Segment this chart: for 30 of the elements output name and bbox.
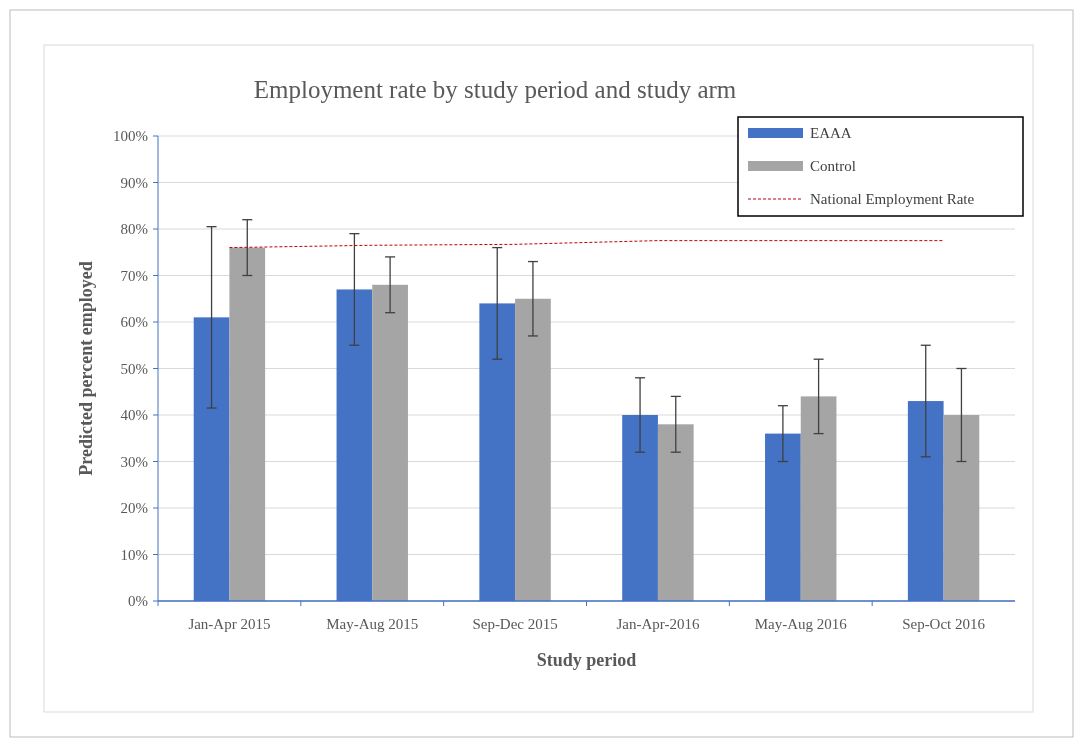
y-tick-label: 0% xyxy=(128,593,148,610)
bar xyxy=(800,396,837,601)
chart-title: Employment rate by study period and study arm xyxy=(253,76,737,103)
x-tick-label: Sep-Dec 2015 xyxy=(472,616,558,632)
y-tick-label: 80% xyxy=(120,221,148,238)
y-tick-label: 40% xyxy=(120,407,148,424)
legend-label: EAAA xyxy=(810,125,852,142)
bar xyxy=(943,415,980,601)
legend-label: National Employment Rate xyxy=(810,191,975,208)
line-series xyxy=(228,240,945,249)
y-tick-label: 60% xyxy=(120,314,148,331)
y-tick-label: 30% xyxy=(120,453,148,470)
y-tick-label: 90% xyxy=(120,174,148,191)
bar xyxy=(229,247,266,601)
y-tick-label: 100% xyxy=(113,128,148,145)
x-tick-label: Jan-Apr 2015 xyxy=(188,616,271,632)
x-tick-label: May-Aug 2016 xyxy=(754,616,848,632)
x-axis-title: Study period xyxy=(536,650,637,670)
y-tick-label: 70% xyxy=(120,267,148,284)
bar xyxy=(372,284,408,601)
y-tick-label: 20% xyxy=(120,500,148,517)
bar xyxy=(657,424,694,601)
legend-label: Control xyxy=(810,158,856,175)
x-tick-label: May-Aug 2015 xyxy=(326,616,419,632)
y-tick-label: 50% xyxy=(120,360,148,377)
bar xyxy=(515,298,551,601)
y-axis-title: Predicted percent employed xyxy=(76,261,96,476)
x-tick-label: Jan-Apr-2016 xyxy=(616,616,700,632)
y-tick-label: 10% xyxy=(120,546,148,563)
x-tick-label: Sep-Oct 2016 xyxy=(902,616,986,632)
